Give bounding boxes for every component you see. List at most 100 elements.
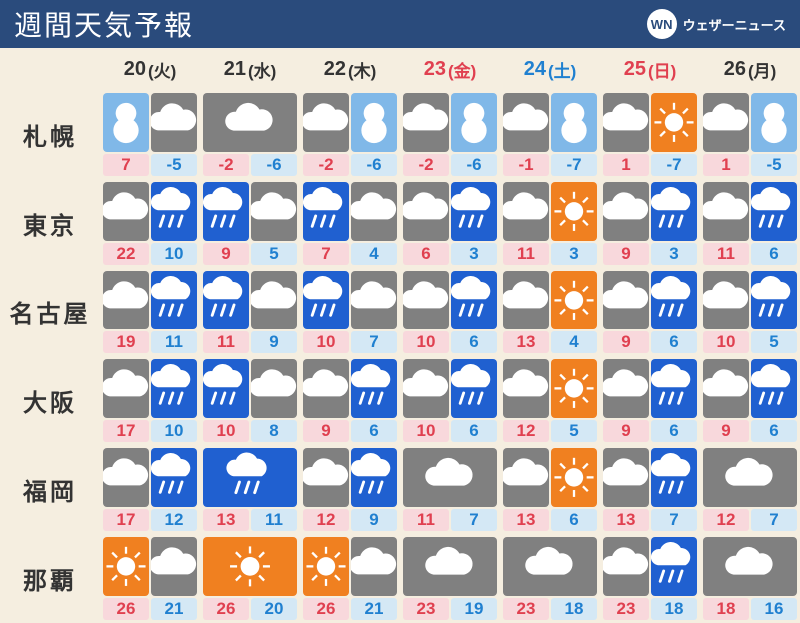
temp-low: 3 bbox=[651, 243, 697, 265]
weather-icons bbox=[603, 537, 697, 596]
weather-icons bbox=[703, 182, 797, 241]
cloud-icon bbox=[703, 537, 797, 596]
rain-icon bbox=[451, 271, 497, 330]
temp-row: 95 bbox=[203, 243, 297, 265]
city-label: 東京 bbox=[0, 179, 100, 268]
cloud-icon bbox=[351, 182, 397, 241]
day-label: (金) bbox=[448, 57, 476, 82]
temp-row: 2620 bbox=[203, 598, 297, 620]
weather-icons bbox=[603, 448, 697, 507]
temp-low: 4 bbox=[551, 331, 597, 353]
cloud-icon bbox=[503, 182, 549, 241]
weather-icons bbox=[103, 448, 197, 507]
rain-icon bbox=[751, 182, 797, 241]
forecast-cell: 127 bbox=[700, 445, 800, 534]
weather-icons bbox=[203, 448, 297, 507]
temp-row: -1-7 bbox=[503, 154, 597, 176]
rain-icon bbox=[651, 271, 697, 330]
rain-icon bbox=[151, 271, 197, 330]
weather-icons bbox=[103, 182, 197, 241]
temp-row: 137 bbox=[603, 509, 697, 531]
temp-high: 7 bbox=[103, 154, 149, 176]
temp-high: 9 bbox=[303, 420, 349, 442]
temp-row: 1710 bbox=[103, 420, 197, 442]
cloud-icon bbox=[503, 448, 549, 507]
weather-icons bbox=[303, 93, 397, 152]
temp-high: 9 bbox=[603, 243, 649, 265]
temp-row: 113 bbox=[503, 243, 597, 265]
forecast-cell: 1-5 bbox=[700, 90, 800, 179]
day-label: (水) bbox=[248, 57, 276, 82]
cloud-icon bbox=[703, 271, 749, 330]
weather-icons bbox=[103, 537, 197, 596]
temp-row: 117 bbox=[403, 509, 497, 531]
day-number: 21 bbox=[224, 58, 246, 81]
temp-low: 5 bbox=[551, 420, 597, 442]
temp-row: 127 bbox=[703, 509, 797, 531]
forecast-cell: 137 bbox=[600, 445, 700, 534]
temp-low: 3 bbox=[551, 243, 597, 265]
cloud-icon bbox=[403, 93, 449, 152]
temp-high: 1 bbox=[603, 154, 649, 176]
temp-low: 21 bbox=[151, 598, 197, 620]
weather-icons bbox=[403, 93, 497, 152]
weather-forecast-container: 週間天気予報 WN ウェザーニュース 20(火)21(水)22(木)23(金)2… bbox=[0, 0, 800, 600]
rain-icon bbox=[203, 182, 249, 241]
temp-low: 3 bbox=[451, 243, 497, 265]
weather-icons bbox=[303, 359, 397, 418]
sun-icon bbox=[651, 93, 697, 152]
temp-high: 11 bbox=[203, 331, 249, 353]
temp-high: 13 bbox=[603, 509, 649, 531]
temp-row: 2318 bbox=[603, 598, 697, 620]
weather-icons bbox=[503, 359, 597, 418]
weather-icons bbox=[503, 271, 597, 330]
weather-icons bbox=[703, 93, 797, 152]
temp-high: 7 bbox=[303, 243, 349, 265]
forecast-cell: 1712 bbox=[100, 445, 200, 534]
page-title: 週間天気予報 bbox=[14, 4, 194, 44]
rain-icon bbox=[303, 271, 349, 330]
temp-low: 10 bbox=[151, 420, 197, 442]
weather-icons bbox=[203, 93, 297, 152]
cloud-icon bbox=[403, 537, 497, 596]
forecast-cell: 63 bbox=[400, 179, 500, 268]
temp-row: 105 bbox=[703, 331, 797, 353]
cloud-icon bbox=[403, 448, 497, 507]
rain-icon bbox=[351, 448, 397, 507]
cloud-icon bbox=[503, 93, 549, 152]
rain-icon bbox=[151, 359, 197, 418]
day-label: (土) bbox=[548, 57, 576, 82]
forecast-cell: 1710 bbox=[100, 356, 200, 445]
cloud-icon bbox=[703, 448, 797, 507]
forecast-cell: 2620 bbox=[200, 534, 300, 623]
cloud-icon bbox=[503, 537, 597, 596]
forecast-cell: -2-6 bbox=[300, 90, 400, 179]
forecast-cell: 105 bbox=[700, 268, 800, 357]
temp-low: -6 bbox=[351, 154, 397, 176]
temp-row: 1816 bbox=[703, 598, 797, 620]
temp-row: 2210 bbox=[103, 243, 197, 265]
forecast-cell: 93 bbox=[600, 179, 700, 268]
temp-high: 9 bbox=[603, 420, 649, 442]
temp-low: 5 bbox=[251, 243, 297, 265]
forecast-cell: 129 bbox=[300, 445, 400, 534]
forecast-cell: 1816 bbox=[700, 534, 800, 623]
city-label: 名古屋 bbox=[0, 268, 100, 357]
city-label: 札幌 bbox=[0, 90, 100, 179]
temp-row: 93 bbox=[603, 243, 697, 265]
temp-row: 2318 bbox=[503, 598, 597, 620]
temp-high: 12 bbox=[503, 420, 549, 442]
weather-icons bbox=[403, 448, 497, 507]
forecast-cell: 107 bbox=[300, 268, 400, 357]
cloud-icon bbox=[103, 359, 149, 418]
cloud-icon bbox=[103, 182, 149, 241]
temp-high: 10 bbox=[703, 331, 749, 353]
forecast-cell: 95 bbox=[200, 179, 300, 268]
weather-icons bbox=[203, 537, 297, 596]
temp-low: 7 bbox=[651, 509, 697, 531]
forecast-cell: 113 bbox=[500, 179, 600, 268]
day-label: (火) bbox=[148, 57, 176, 82]
weather-icons bbox=[203, 359, 297, 418]
cloud-icon bbox=[303, 93, 349, 152]
temp-row: 63 bbox=[403, 243, 497, 265]
